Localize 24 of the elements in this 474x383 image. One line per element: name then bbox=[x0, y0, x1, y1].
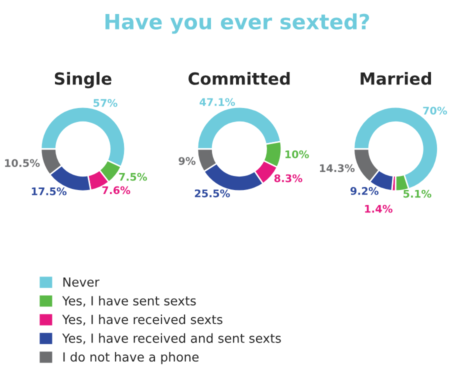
data-label: 17.5% bbox=[32, 187, 67, 196]
data-label: 70% bbox=[423, 106, 448, 115]
data-label: 14.3% bbox=[320, 164, 355, 172]
data-label: 10% bbox=[285, 150, 309, 158]
legend-label: Never bbox=[63, 277, 100, 287]
data-label: 9.2% bbox=[350, 187, 379, 195]
legend-label: I do not have a phone bbox=[63, 352, 199, 364]
data-label: 57% bbox=[94, 98, 118, 107]
data-label: 10.5% bbox=[5, 159, 40, 167]
legend-label: Yes, I have received sexts bbox=[62, 314, 222, 326]
data-label: 7.5% bbox=[119, 172, 147, 181]
data-label: 47.1% bbox=[200, 98, 235, 106]
data-label: 8.3% bbox=[274, 174, 302, 182]
data-label: 1.4% bbox=[365, 204, 392, 213]
data-label: 9% bbox=[178, 157, 196, 165]
data-label: 25.5% bbox=[194, 189, 230, 198]
data-label: 7.6% bbox=[102, 186, 130, 194]
legend-label: Yes, I have received and sent sexts bbox=[62, 333, 281, 344]
chart-title: Married bbox=[360, 72, 431, 85]
chart-title: Single bbox=[54, 72, 112, 88]
legend-label: Yes, I have sent sexts bbox=[62, 296, 196, 307]
chart-title: Committed bbox=[188, 72, 290, 85]
data-label: 5.1% bbox=[404, 190, 432, 198]
text: Have you ever sexted? bbox=[105, 13, 370, 34]
